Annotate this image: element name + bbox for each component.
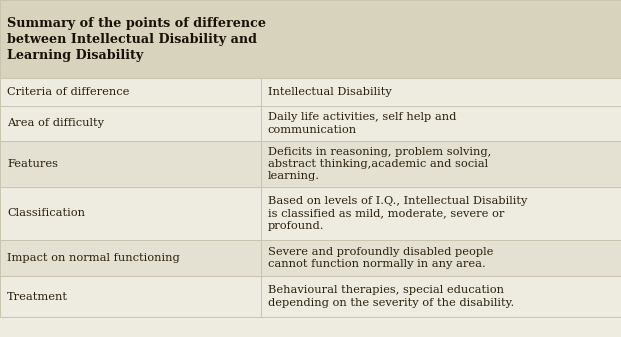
Bar xyxy=(261,106,621,141)
Bar xyxy=(261,78,621,106)
Bar xyxy=(0,187,261,240)
Text: Impact on normal functioning: Impact on normal functioning xyxy=(7,253,179,263)
Text: Based on levels of I.Q., Intellectual Disability
is classified as mild, moderate: Based on levels of I.Q., Intellectual Di… xyxy=(268,196,527,231)
Bar xyxy=(0,78,261,106)
Text: Treatment: Treatment xyxy=(7,292,68,302)
Text: Severe and profoundly disabled people
cannot function normally in any area.: Severe and profoundly disabled people ca… xyxy=(268,247,493,269)
Bar xyxy=(0,0,621,78)
Text: Intellectual Disability: Intellectual Disability xyxy=(268,87,392,97)
Bar xyxy=(261,276,621,317)
Bar xyxy=(261,141,621,187)
Bar xyxy=(0,141,261,187)
Bar xyxy=(0,240,261,276)
Text: Behavioural therapies, special education
depending on the severity of the disabi: Behavioural therapies, special education… xyxy=(268,285,514,308)
Bar xyxy=(261,187,621,240)
Bar xyxy=(261,240,621,276)
Text: Daily life activities, self help and
communication: Daily life activities, self help and com… xyxy=(268,112,456,135)
Text: Summary of the points of difference
between Intellectual Disability and
Learning: Summary of the points of difference betw… xyxy=(7,17,266,61)
Text: Features: Features xyxy=(7,159,58,169)
Text: Classification: Classification xyxy=(7,209,85,218)
Bar xyxy=(0,276,261,317)
Text: Deficits in reasoning, problem solving,
abstract thinking,academic and social
le: Deficits in reasoning, problem solving, … xyxy=(268,147,491,181)
Text: Area of difficulty: Area of difficulty xyxy=(7,119,104,128)
Bar xyxy=(0,106,261,141)
Text: Criteria of difference: Criteria of difference xyxy=(7,87,129,97)
